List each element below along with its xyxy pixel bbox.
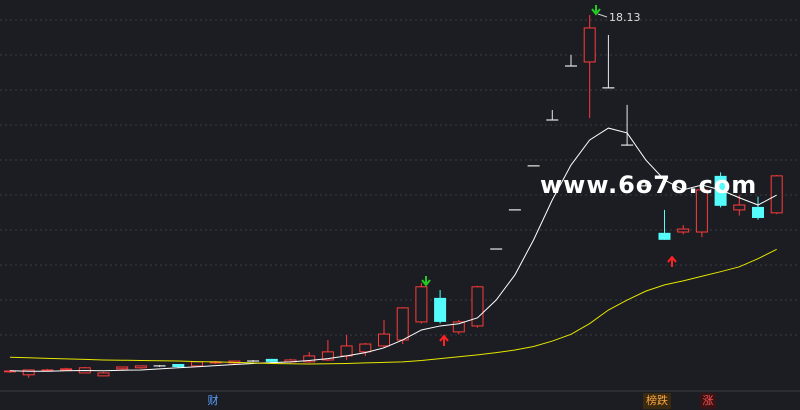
candle-body — [434, 297, 447, 322]
up-arrow — [667, 255, 677, 267]
tag: 涨 — [703, 394, 714, 407]
candle-body — [658, 232, 671, 240]
candle-body — [134, 365, 147, 369]
candle-body — [191, 361, 203, 367]
candle-body — [41, 369, 54, 371]
average-line — [9, 248, 777, 365]
candle-body — [340, 345, 353, 357]
candle-body — [695, 189, 708, 233]
average-lines — [9, 127, 777, 372]
candle-body — [60, 368, 73, 371]
candle-body — [22, 369, 35, 376]
candle-body — [714, 175, 727, 206]
candle-body — [415, 286, 428, 323]
candle-body — [677, 228, 690, 233]
candle-body — [97, 372, 110, 377]
candle-body — [265, 358, 278, 362]
tag: 榜跌 — [646, 393, 668, 407]
tag-box — [700, 393, 716, 409]
candle-body — [752, 206, 764, 218]
candle-body — [471, 286, 484, 327]
candle-body — [733, 204, 746, 211]
candle-body — [770, 175, 783, 214]
signal-arrows — [421, 5, 677, 346]
candle-body — [378, 333, 390, 347]
candle-body — [116, 366, 129, 370]
candle-body — [396, 307, 409, 341]
watermark: www.6o7o.com — [540, 171, 757, 199]
tag: 财 — [208, 393, 219, 407]
down-arrow — [421, 276, 431, 287]
high-pointer — [597, 13, 608, 18]
candle-body — [583, 27, 596, 63]
tag-box — [643, 393, 671, 409]
candle-body — [359, 343, 372, 353]
high-label: 18.13 — [609, 11, 641, 24]
candle-body — [321, 351, 334, 361]
candle-body — [172, 364, 185, 367]
candle-body — [303, 355, 316, 363]
down-arrow — [591, 5, 601, 16]
candle-body — [452, 321, 465, 333]
average-line — [9, 127, 777, 372]
up-arrow — [439, 334, 449, 346]
